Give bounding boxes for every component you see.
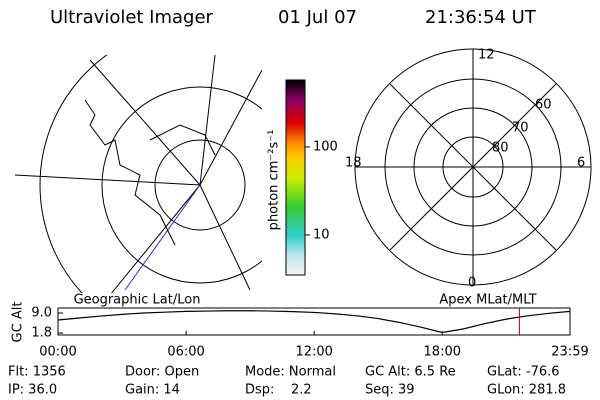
status-field: Door: Open [125, 365, 199, 380]
colorbar-tick: 10 [313, 228, 330, 243]
x-tick-label: 06:00 [167, 345, 204, 360]
y-tick-label: 1.8 [31, 326, 52, 341]
right-label: Apex MLat/MLT [439, 293, 536, 308]
colorbar-tick: 100 [313, 140, 338, 155]
x-tick-label: 23:59 [551, 345, 588, 360]
geo-grid [14, 55, 262, 293]
y-axis-label: GC Alt [11, 302, 26, 343]
altitude-line [57, 310, 571, 334]
y-tick-label: 9.0 [31, 306, 52, 321]
x-tick-label: 00:00 [39, 345, 76, 360]
colorbar-label: photon cm⁻²s⁻¹ [267, 130, 282, 231]
status-field: GC Alt: 6.5 Re [365, 365, 456, 380]
x-tick-label: 12:00 [295, 345, 332, 360]
lat-label: 60 [535, 98, 552, 113]
mlt-label: 6 [577, 156, 585, 171]
status-field: GLat: -76.6 [487, 365, 560, 380]
status-field: Seq: 39 [365, 383, 415, 398]
date: 01 Jul 07 [278, 7, 357, 28]
colorbar [285, 79, 306, 276]
left-label: Geographic Lat/Lon [74, 293, 201, 308]
time: 21:36:54 UT [425, 7, 537, 28]
lat-label: 70 [512, 121, 529, 136]
x-tick-label: 18:00 [424, 345, 461, 360]
mlt-label: 12 [478, 48, 495, 63]
mag-grid [354, 48, 592, 286]
mlt-label: 18 [345, 156, 362, 171]
status-field: IP: 36.0 [8, 383, 57, 398]
mlt-label: 0 [468, 276, 476, 291]
title: Ultraviolet Imager [50, 7, 214, 28]
status-field: Gain: 14 [125, 383, 180, 398]
status-field: Dsp: 2.2 [245, 383, 312, 398]
lat-label: 80 [492, 141, 509, 156]
status-field: Flt: 1356 [8, 365, 66, 380]
status-field: Mode: Normal [245, 365, 336, 380]
status-field: GLon: 281.8 [487, 383, 566, 398]
